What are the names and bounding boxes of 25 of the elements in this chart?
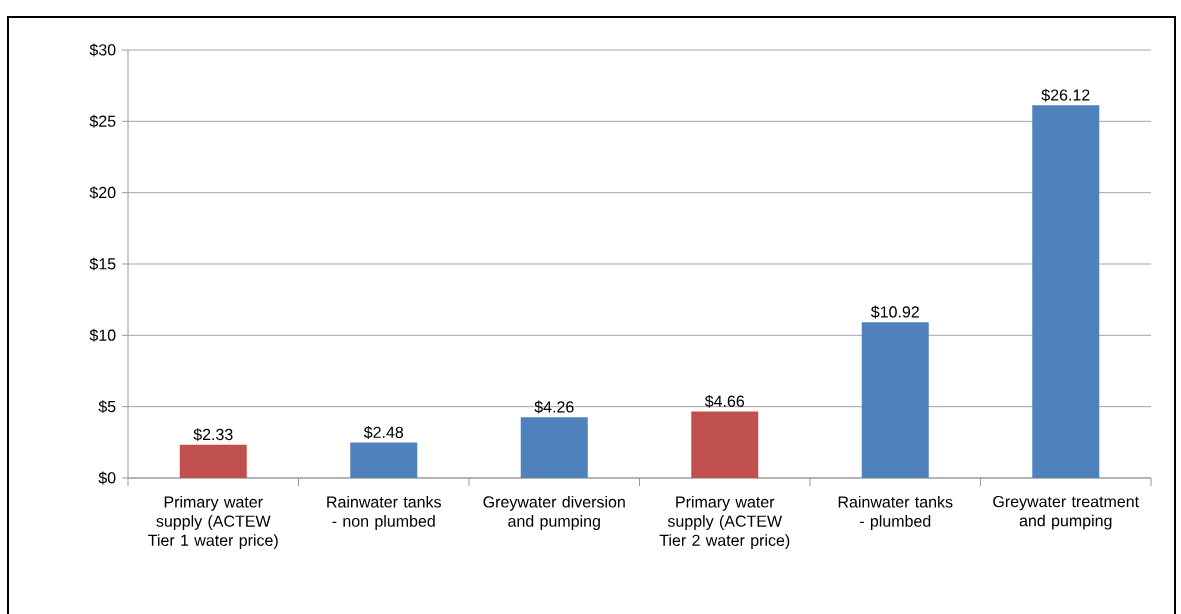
- x-tick-label: Greywater treatment and pumping: [993, 495, 1139, 530]
- bar: [520, 417, 588, 478]
- y-tick-label: $0: [98, 471, 116, 485]
- bar: [350, 442, 418, 478]
- data-label: $2.33: [193, 428, 233, 442]
- y-tick-label: $5: [98, 400, 116, 414]
- x-tick-label: Primary water supply (ACTEW Tier 1 water price): [148, 495, 278, 550]
- x-tick-label: Primary water supply (ACTEW Tier 2 water price): [659, 495, 790, 550]
- data-label: $10.92: [870, 305, 919, 319]
- y-tick-label: $25: [89, 114, 116, 128]
- x-tick-label: Greywater diversion and pumping: [483, 495, 625, 530]
- bar: [691, 411, 759, 478]
- data-label: $26.12: [1041, 88, 1090, 102]
- x-tick-label: Rainwater tanks - non plumbed: [327, 495, 441, 530]
- y-tick-label: $20: [89, 186, 116, 200]
- y-tick-label: $15: [89, 257, 116, 271]
- data-label: $2.48: [363, 425, 404, 439]
- data-label: $4.66: [704, 394, 745, 408]
- y-tick-label: $30: [89, 43, 116, 57]
- bar: [861, 322, 929, 478]
- x-tick-label: Rainwater tanks - plumbed: [838, 495, 953, 530]
- data-label: $4.26: [534, 400, 574, 414]
- bar: [1032, 105, 1100, 478]
- y-tick-label: $10: [89, 328, 116, 342]
- bar: [179, 444, 247, 478]
